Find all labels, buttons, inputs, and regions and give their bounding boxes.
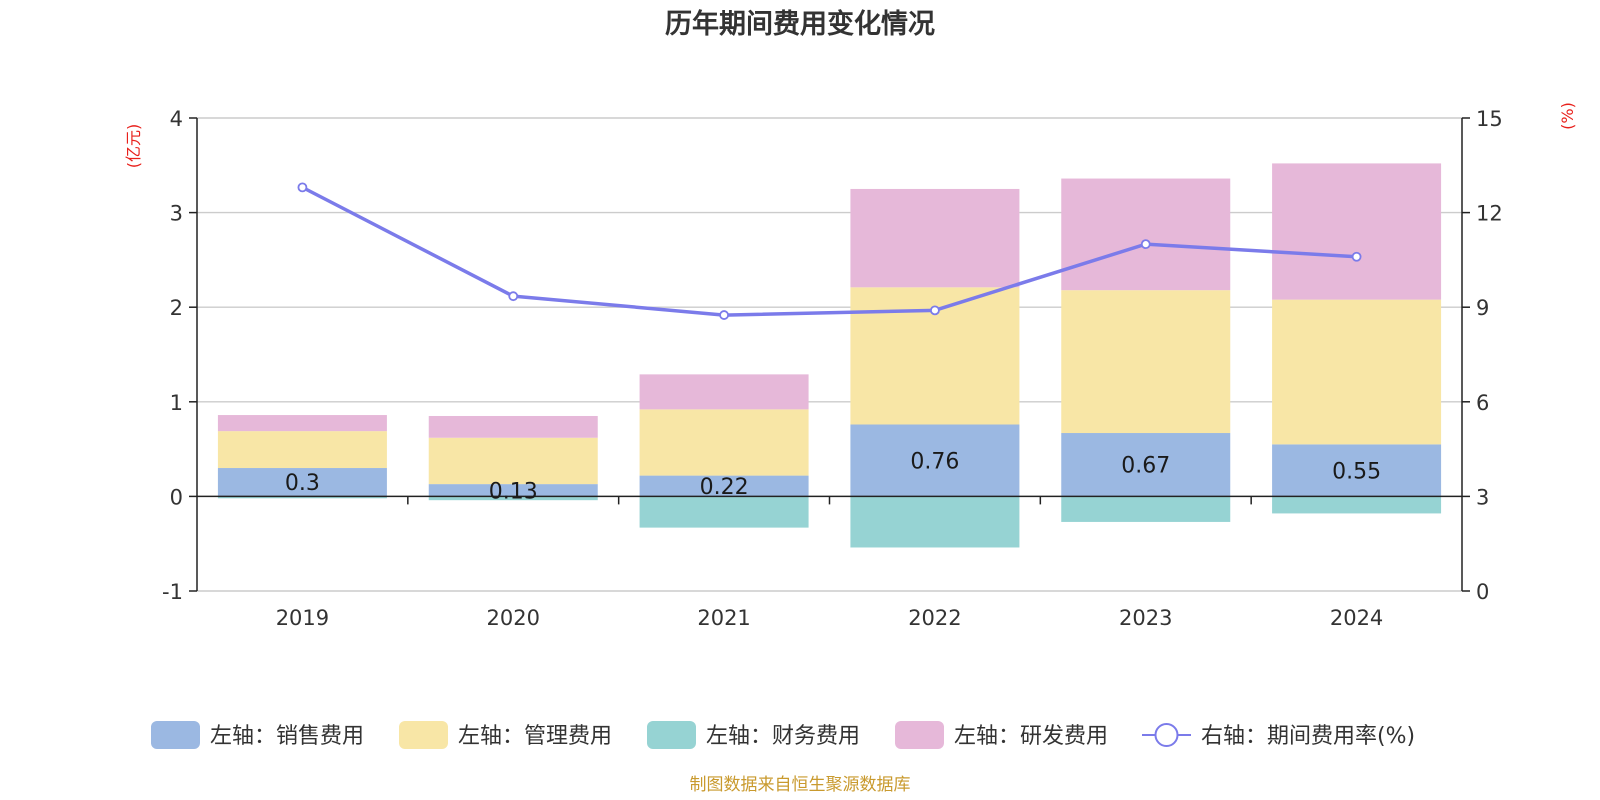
- legend-swatch: [895, 721, 944, 749]
- rate-point: [297, 182, 308, 193]
- rate-point: [508, 291, 519, 302]
- bar-data-label: 0.13: [489, 479, 538, 504]
- x-tick-label: 2022: [908, 606, 961, 630]
- legend: 左轴：销售费用 左轴：管理费用 左轴：财务费用 左轴：研发费用 右轴：期间费用率(%): [151, 721, 1415, 749]
- left-tick-label: 0: [170, 485, 183, 509]
- bar-data-label: 0.55: [1332, 459, 1381, 484]
- left-tick-label: 4: [170, 107, 183, 131]
- bar-data-label: 0.22: [700, 475, 749, 500]
- rate-line: [297, 182, 1362, 320]
- grid-lines: [197, 117, 1462, 592]
- legend-marker: [1154, 723, 1179, 747]
- bar-segment: [850, 496, 1020, 548]
- source-note: 制图数据来自恒生聚源数据库: [690, 775, 911, 795]
- right-tick-label: 6: [1476, 391, 1489, 415]
- bar-segment: [639, 475, 809, 497]
- bar-segment: [850, 188, 1020, 288]
- bar-segment: [639, 374, 809, 410]
- bar-segment: [1272, 163, 1442, 300]
- right-tick-label: 3: [1476, 485, 1489, 509]
- right-tick-label: 15: [1476, 107, 1503, 131]
- legend-label: 左轴：销售费用: [210, 724, 364, 749]
- legend-label: 左轴：财务费用: [706, 724, 860, 749]
- left-tick-label: 3: [170, 202, 183, 226]
- rate-point: [930, 305, 940, 316]
- bar-segment: [217, 415, 387, 432]
- bar-data-label: 0.3: [285, 471, 320, 496]
- bar-segment: [217, 496, 387, 499]
- bar-segment: [639, 409, 809, 476]
- bar-segment: [1272, 444, 1442, 497]
- bar-segment: [428, 484, 598, 497]
- bar-segment: [850, 424, 1020, 497]
- legend-label: 右轴：期间费用率(%): [1201, 724, 1415, 749]
- legend-swatch: [647, 721, 696, 749]
- chart-title: 历年期间费用变化情况: [665, 8, 935, 40]
- bar-segment: [428, 415, 598, 438]
- left-tick-label: -1: [162, 580, 183, 604]
- bar-segment: [217, 468, 387, 497]
- left-tick-label: 1: [170, 391, 183, 415]
- x-tick-label: 2020: [487, 606, 540, 630]
- x-tick-label: 2023: [1119, 606, 1172, 630]
- x-tick-label: 2019: [276, 606, 329, 630]
- legend-label: 左轴：管理费用: [458, 724, 612, 749]
- left-axis-unit: (亿元): [124, 124, 143, 169]
- bar-segment: [428, 437, 598, 485]
- right-tick-label: 12: [1476, 202, 1503, 226]
- bars: [217, 163, 1442, 548]
- legend-label: 左轴：研发费用: [954, 724, 1108, 749]
- right-tick-label: 0: [1476, 580, 1489, 604]
- left-tick-label: 2: [170, 296, 183, 320]
- rate-point: [1351, 251, 1362, 262]
- x-tick-label: 2024: [1330, 606, 1383, 630]
- bar-segment: [1061, 496, 1231, 522]
- rate-point: [719, 310, 729, 320]
- legend-swatch: [399, 721, 448, 749]
- bar-segment: [1272, 496, 1442, 514]
- data-labels: 0.3 0.13 0.22 0.76 0.67 0.55: [285, 449, 1381, 504]
- bar-data-label: 0.67: [1121, 454, 1170, 479]
- rate-line-path: [301, 185, 1357, 317]
- bar-segment: [1061, 290, 1231, 434]
- bar-segment: [1061, 433, 1231, 497]
- x-tick-label: 2021: [697, 606, 750, 630]
- bar-segment: [217, 431, 387, 469]
- bar-segment: [639, 496, 809, 528]
- bar-segment: [1061, 178, 1231, 291]
- right-axis-unit: (%): [1558, 102, 1577, 130]
- legend-swatch: [151, 721, 200, 749]
- bar-segment: [428, 496, 598, 501]
- bar-segment: [1272, 299, 1442, 445]
- rate-point: [1140, 239, 1151, 250]
- bar-data-label: 0.76: [910, 449, 959, 474]
- right-tick-label: 9: [1476, 296, 1489, 320]
